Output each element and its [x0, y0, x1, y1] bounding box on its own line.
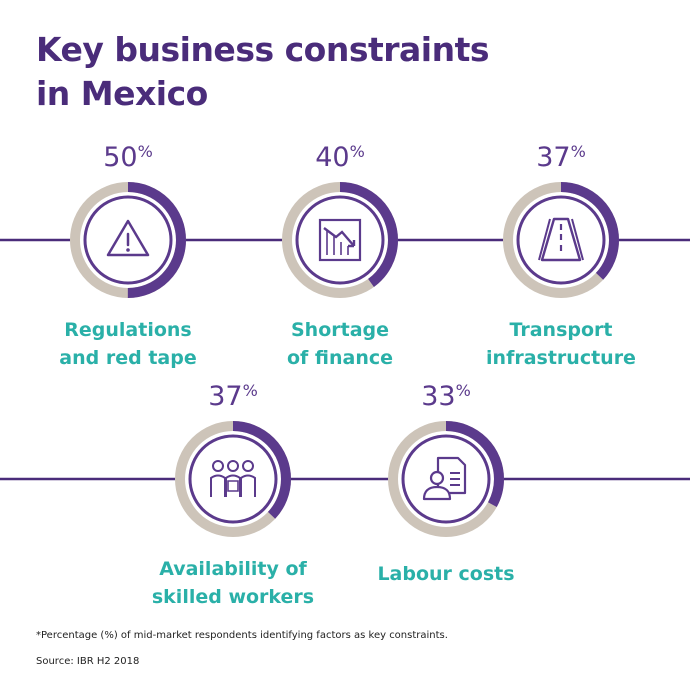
donut-value-arc	[388, 421, 504, 537]
category-label: and red tape	[59, 347, 196, 369]
value-label: 37%	[208, 381, 258, 412]
donut-transport-infrastructure: 37% Transport infrastructure	[486, 142, 636, 369]
value-label: 33%	[421, 381, 471, 412]
category-label: Labour costs	[377, 563, 514, 585]
inner-ring	[295, 195, 385, 285]
declining-chart-icon	[318, 218, 362, 262]
inner-ring	[401, 434, 491, 524]
category-label: Transport	[509, 319, 612, 341]
donut-value-arc	[70, 182, 186, 298]
category-label: infrastructure	[486, 347, 636, 369]
footnote: *Percentage (%) of mid-market respondent…	[36, 630, 448, 641]
category-label: Regulations	[64, 319, 191, 341]
donut-value-arc	[175, 421, 291, 537]
donut-shortage-of-finance: 40% Shortage of finance	[282, 142, 398, 369]
donut-regulations-and-red-tape: 50% Regulations and red tape	[59, 142, 196, 369]
workers-group-icon	[210, 460, 256, 497]
category-label: Shortage	[291, 319, 389, 341]
category-label: skilled workers	[152, 586, 314, 608]
warning-triangle-icon	[106, 219, 150, 257]
road-icon	[538, 217, 584, 262]
value-label: 50%	[103, 142, 153, 173]
donut-value-arc	[282, 182, 398, 298]
source-note: Source: IBR H2 2018	[36, 656, 140, 667]
chart-title: Key business constraints in Mexico	[36, 30, 490, 113]
donut-value-arc	[503, 182, 619, 298]
employee-document-icon	[422, 456, 467, 501]
category-label: Availability of	[159, 558, 307, 580]
category-label: of finance	[287, 347, 393, 369]
donut-labour-costs: 33% Labour costs	[377, 381, 514, 585]
donut-availability-of-skilled-workers: 37% Availability of skilled workers	[152, 381, 314, 608]
value-label: 37%	[536, 142, 586, 173]
inner-ring	[188, 434, 278, 524]
value-label: 40%	[315, 142, 365, 173]
